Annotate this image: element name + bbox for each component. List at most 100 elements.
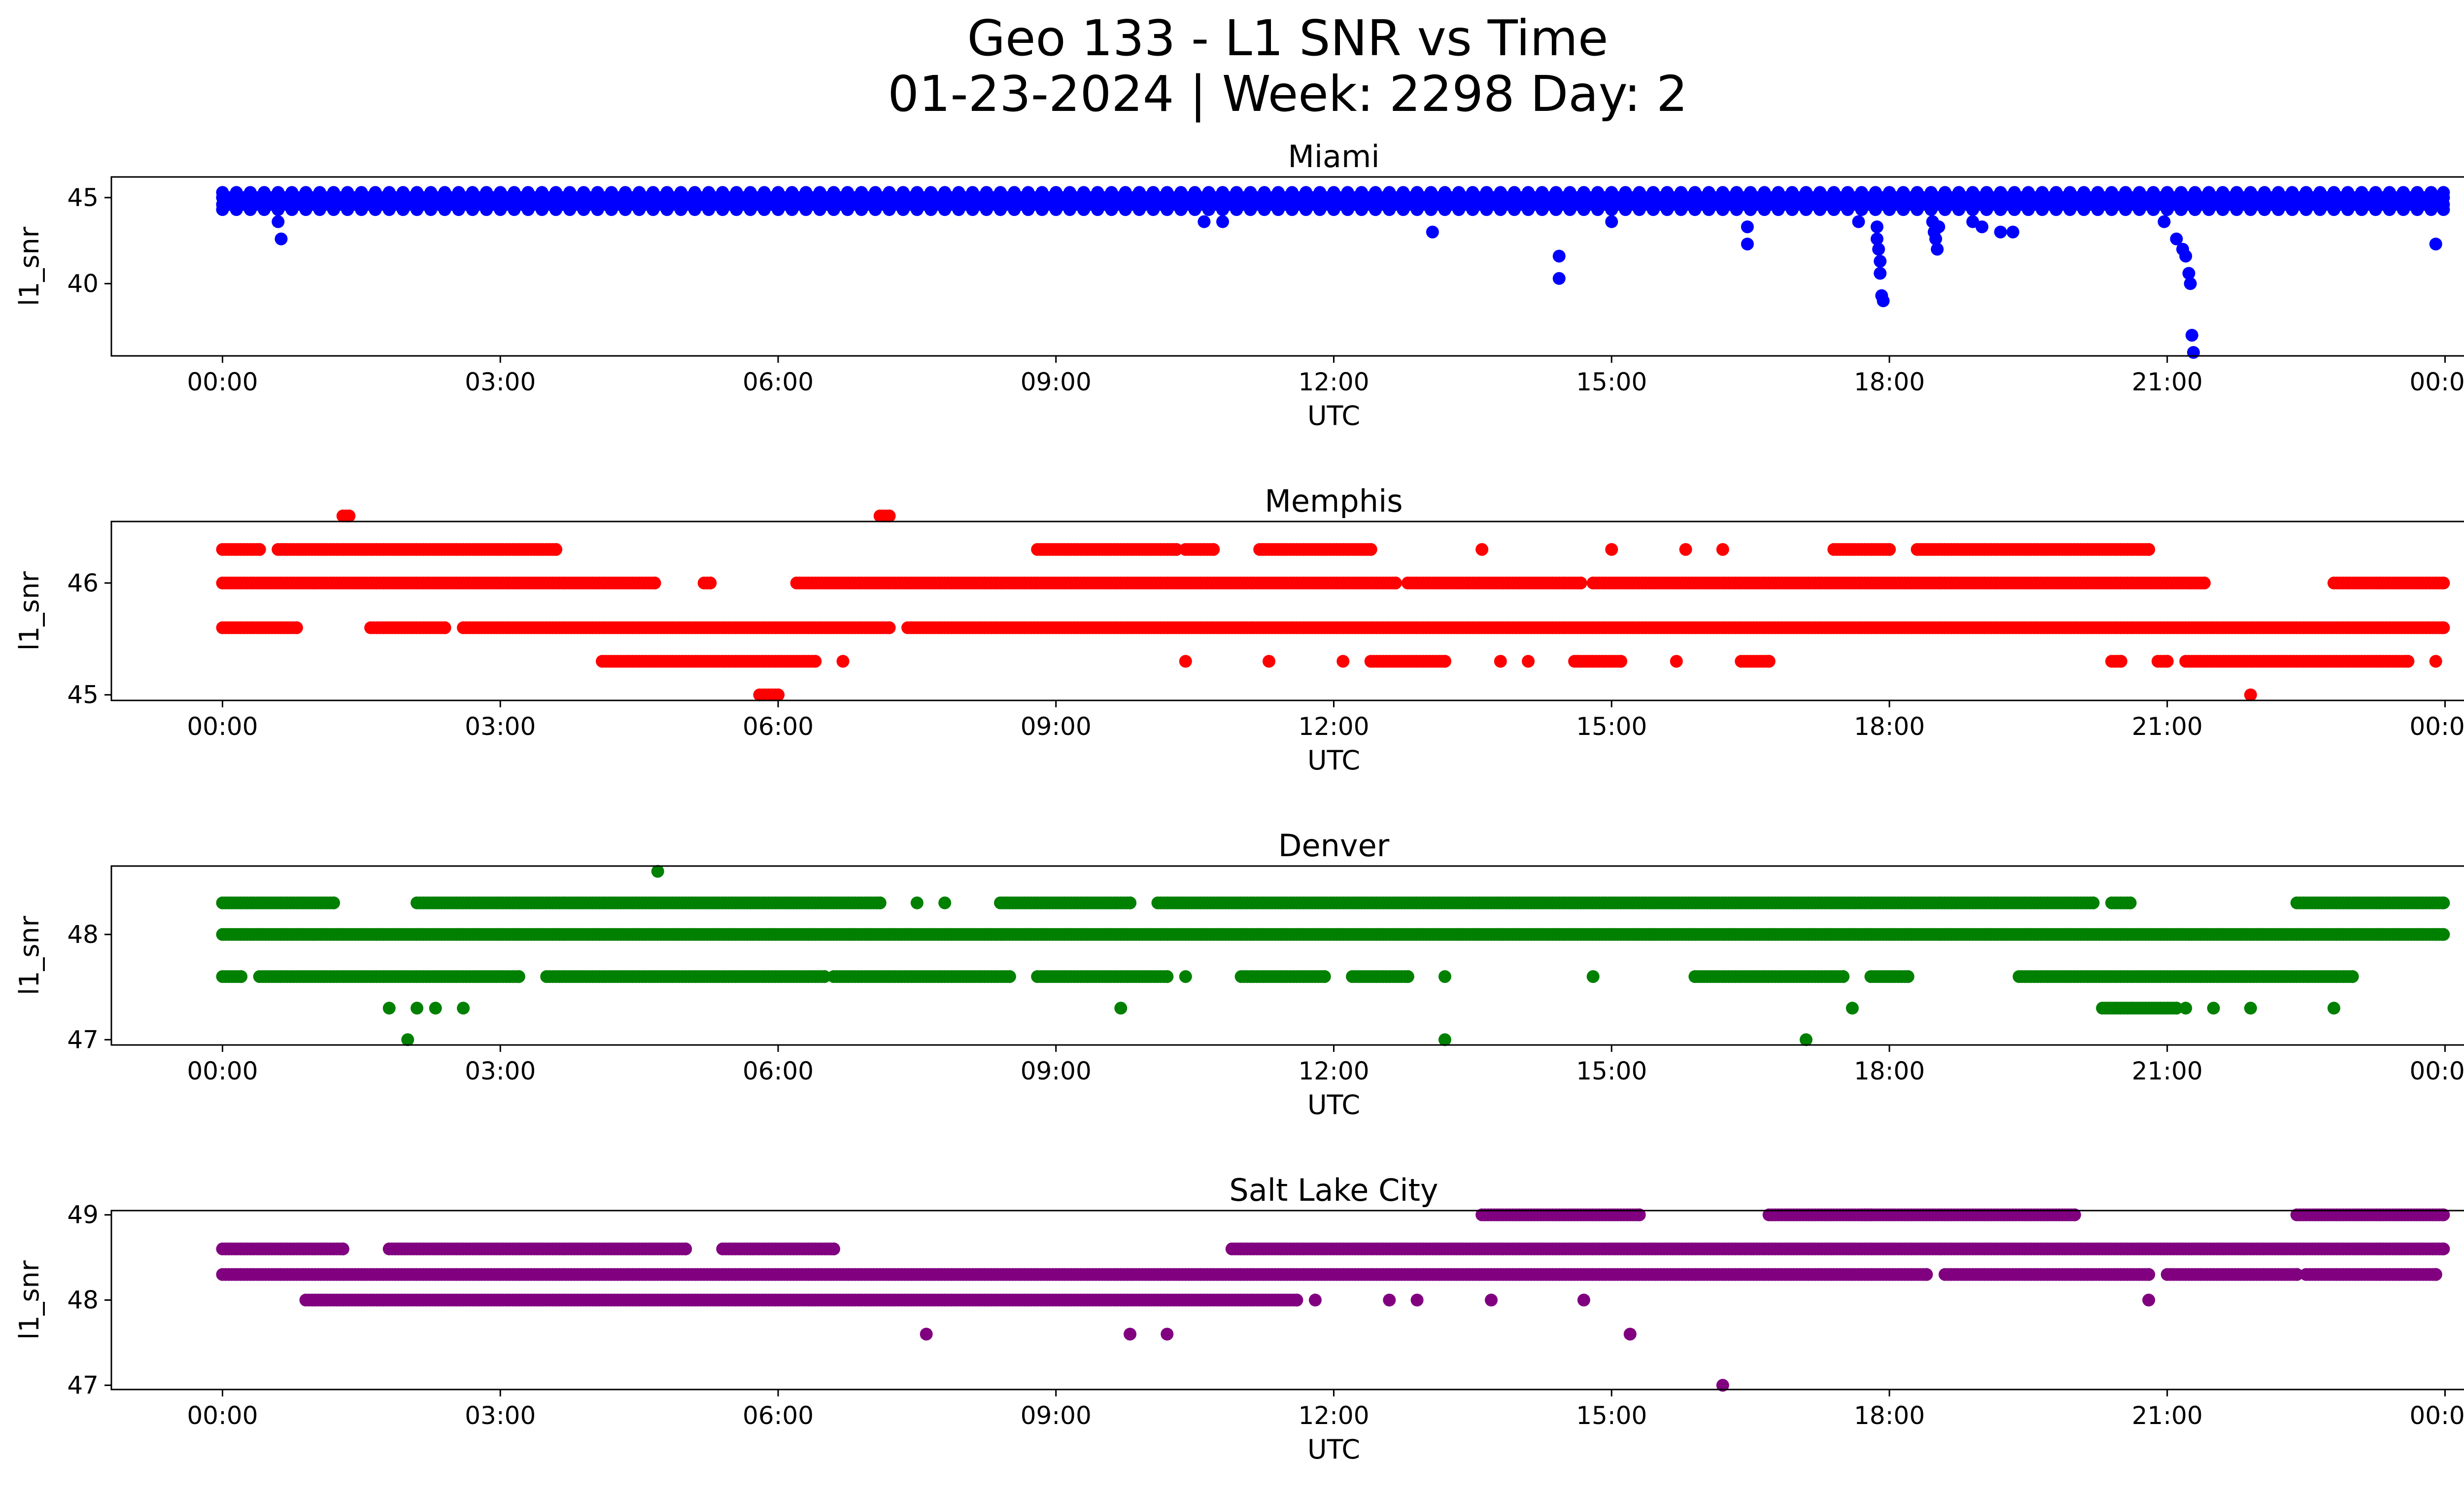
data-point: [1008, 186, 1021, 199]
data-point: [1091, 186, 1104, 199]
data-point: [1147, 203, 1160, 216]
data-point: [1549, 186, 1563, 199]
data-point: [230, 186, 243, 199]
x-tick-label: 18:00: [1854, 712, 1925, 741]
x-tick-label: 00:00: [2409, 368, 2464, 396]
data-point: [2050, 203, 2063, 216]
data-point: [786, 186, 799, 199]
data-point: [2202, 186, 2216, 199]
data-point: [272, 215, 285, 228]
data-point: [2437, 928, 2450, 941]
data-point: [827, 203, 840, 216]
data-point: [1022, 203, 1035, 216]
x-tick-label: 00:00: [187, 368, 258, 396]
data-point: [1327, 186, 1340, 199]
data-point: [1285, 186, 1299, 199]
data-point: [2216, 186, 2229, 199]
data-point: [1716, 203, 1729, 216]
data-point: [1994, 225, 2007, 239]
data-point: [757, 186, 771, 199]
data-point: [1827, 186, 1841, 199]
data-point: [1744, 203, 1757, 216]
data-point: [910, 203, 924, 216]
data-point: [1300, 203, 1313, 216]
data-point: [1397, 186, 1410, 199]
data-point: [438, 621, 451, 634]
data-point: [1188, 186, 1201, 199]
data-point: [1679, 543, 1692, 556]
data-point: [1507, 186, 1521, 199]
data-point: [1105, 186, 1118, 199]
data-point: [285, 203, 299, 216]
data-point: [2429, 655, 2442, 668]
data-point: [1202, 186, 1215, 199]
data-point: [2244, 203, 2257, 216]
data-point: [1271, 186, 1285, 199]
data-point: [1994, 186, 2007, 199]
data-point: [1161, 186, 1174, 199]
data-point: [1952, 203, 1965, 216]
data-point: [2189, 203, 2202, 216]
data-point: [618, 186, 632, 199]
panel-title: Miami: [1288, 139, 1379, 174]
data-point: [1063, 186, 1076, 199]
data-point: [1758, 186, 1771, 199]
data-point: [2063, 186, 2077, 199]
data-point: [1258, 203, 1271, 216]
data-point: [1244, 203, 1257, 216]
data-point: [813, 186, 826, 199]
x-tick-label: 21:00: [2132, 712, 2203, 741]
data-point: [1870, 220, 1883, 234]
data-point: [1883, 543, 1896, 556]
data-point: [258, 203, 271, 216]
data-point: [1841, 186, 1854, 199]
x-tick-label: 15:00: [1576, 712, 1647, 741]
data-point: [1475, 543, 1489, 556]
data-point: [1799, 203, 1813, 216]
y-tick-label: 46: [67, 569, 99, 597]
data-point: [2286, 203, 2299, 216]
data-point: [716, 203, 729, 216]
data-point: [521, 186, 535, 199]
data-point: [1230, 203, 1243, 216]
data-point: [382, 186, 396, 199]
data-point: [1119, 186, 1132, 199]
data-point: [369, 203, 382, 216]
data-point: [1494, 186, 1507, 199]
x-tick-label: 12:00: [1298, 368, 1369, 396]
x-axis-label: UTC: [1307, 400, 1360, 431]
data-point: [952, 203, 965, 216]
data-point: [1966, 186, 1980, 199]
data-point: [744, 203, 757, 216]
data-point: [1994, 203, 2007, 216]
data-point: [2216, 203, 2229, 216]
data-point: [1216, 186, 1229, 199]
data-point: [924, 203, 938, 216]
data-point: [1577, 186, 1590, 199]
data-point: [2425, 186, 2438, 199]
data-point: [841, 203, 854, 216]
data-point: [660, 186, 674, 199]
data-point: [2244, 186, 2257, 199]
data-point: [1327, 203, 1340, 216]
data-point: [1741, 220, 1754, 234]
data-point: [1424, 203, 1437, 216]
data-point: [521, 203, 535, 216]
data-point: [1661, 186, 1674, 199]
data-point: [341, 186, 354, 199]
figure-title-line1: Geo 133 - L1 SNR vs Time: [967, 9, 1608, 67]
data-point: [730, 186, 743, 199]
data-point: [1702, 186, 1715, 199]
data-point: [1207, 543, 1220, 556]
x-tick-label: 03:00: [465, 712, 536, 741]
data-point: [494, 186, 507, 199]
data-point: [1389, 576, 1402, 590]
data-point: [1049, 203, 1062, 216]
data-point: [290, 621, 303, 634]
data-point: [702, 203, 716, 216]
data-point: [2355, 203, 2368, 216]
data-point: [873, 896, 887, 909]
data-point: [1466, 203, 1479, 216]
data-point: [1897, 203, 1910, 216]
